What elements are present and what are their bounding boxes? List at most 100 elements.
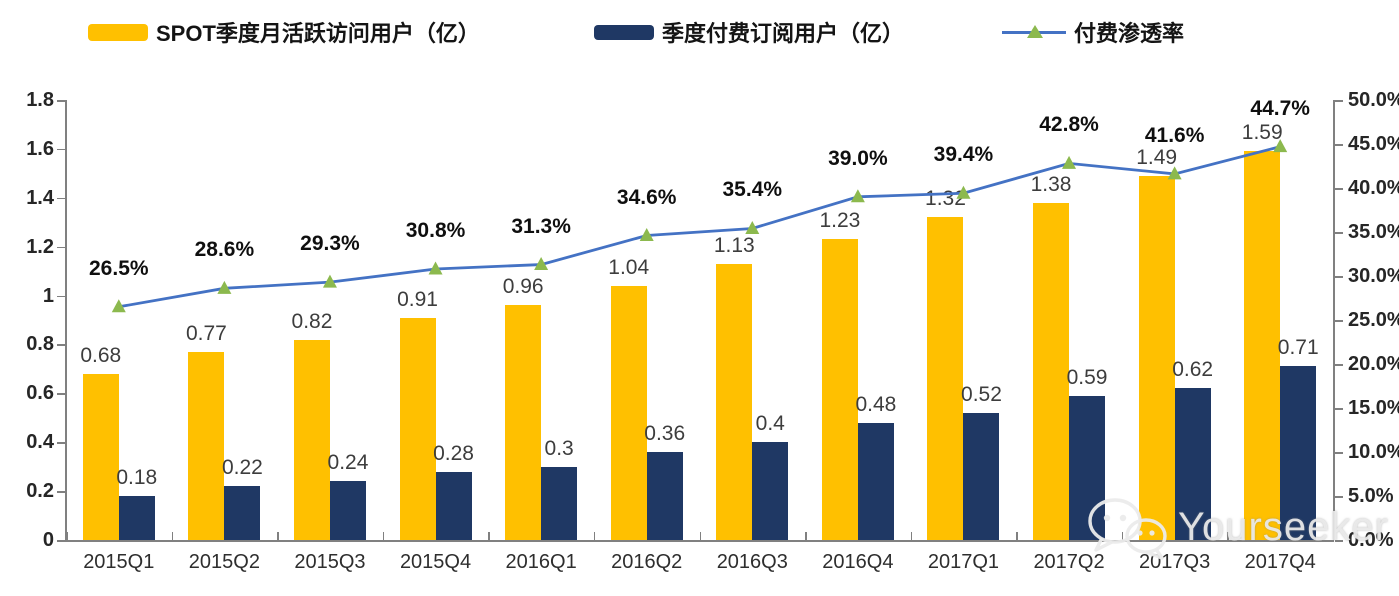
left-axis-tick-label: 1.6 xyxy=(26,137,54,160)
subscribers-legend-label: 季度付费订阅用户（亿） xyxy=(662,21,905,46)
subscribers-bar-label: 0.24 xyxy=(327,451,369,475)
subscribers-bar xyxy=(857,422,894,540)
right-axis-tick-label: 25.0% xyxy=(1348,309,1399,331)
left-axis-tick-label: 0.8 xyxy=(26,333,54,356)
penetration-point-label: 39.0% xyxy=(828,146,888,170)
left-axis-tick-label: 0 xyxy=(42,529,54,551)
right-axis-tick xyxy=(1334,144,1343,146)
subscribers-bar xyxy=(435,471,472,540)
penetration-point-label: 26.5% xyxy=(89,256,149,280)
x-axis-tick xyxy=(910,532,913,540)
subscribers-bar-label: 0.52 xyxy=(961,382,1002,406)
x-axis-tick xyxy=(277,532,279,540)
right-axis-tick-label: 45.0% xyxy=(1348,133,1399,155)
mau-bar-label: 1.04 xyxy=(608,255,650,279)
penetration-point-label: 35.4% xyxy=(722,178,783,202)
left-axis-tick xyxy=(57,197,65,200)
penetration-marker-icon xyxy=(217,280,232,294)
mau-bar-label: 0.96 xyxy=(502,275,544,299)
subscribers-bar-label: 0.71 xyxy=(1277,336,1319,360)
penetration-marker-icon xyxy=(534,257,549,271)
subscribers-bar xyxy=(1174,388,1211,540)
subscribers-bar-label: 0.22 xyxy=(221,456,263,480)
mau-bar xyxy=(505,305,542,540)
right-axis-tick-label: 20.0% xyxy=(1348,353,1399,375)
left-axis-tick-label: 0.4 xyxy=(26,431,54,454)
penetration-point-label: 41.6% xyxy=(1144,123,1205,147)
left-axis-tick-label: 1.8 xyxy=(26,89,54,111)
penetration-marker-icon xyxy=(639,228,654,242)
subscribers-legend-swatch xyxy=(594,24,654,40)
x-axis-tick xyxy=(171,532,174,540)
mau-bar-label: 0.82 xyxy=(291,309,333,333)
mau-bar xyxy=(82,373,119,540)
x-axis-label: 2017Q2 xyxy=(1033,551,1105,573)
left-axis-tick-label: 1.4 xyxy=(26,186,54,209)
right-axis-tick-label: 0.0% xyxy=(1348,529,1394,551)
left-axis-tick xyxy=(57,295,65,298)
x-axis-label: 2016Q2 xyxy=(611,551,683,573)
legend-item-mau: SPOT季度月活跃访问用户（亿） xyxy=(88,16,480,48)
x-axis-tick xyxy=(593,532,596,540)
subscribers-bar xyxy=(1280,366,1317,540)
right-axis-tick-label: 35.0% xyxy=(1348,221,1399,243)
left-axis-tick xyxy=(57,100,65,102)
mau-bar-label: 1.23 xyxy=(819,209,861,233)
x-axis-label: 2016Q4 xyxy=(822,551,894,573)
mau-bar-label: 1.13 xyxy=(713,233,755,257)
wechat-chat-bubbles-icon xyxy=(1088,498,1167,560)
left-axis-tick-label: 0.6 xyxy=(26,382,54,405)
mau-bar xyxy=(293,339,330,540)
left-axis-tick-label: 1.2 xyxy=(26,235,54,258)
subscribers-bar xyxy=(329,481,366,540)
x-axis-label: 2015Q3 xyxy=(294,551,366,573)
legend-item-penetration: 付费渗透率 xyxy=(1002,16,1184,48)
mau-bar xyxy=(188,351,225,540)
mau-bar xyxy=(610,285,647,540)
watermark-text: Yourseeker xyxy=(1178,505,1389,549)
x-axis-tick xyxy=(382,532,385,540)
left-axis-tick xyxy=(57,148,65,151)
mau-legend-swatch xyxy=(88,23,148,41)
mau-bar-label: 0.91 xyxy=(397,287,438,311)
penetration-legend-marker-icon xyxy=(1002,23,1066,41)
subscribers-bar xyxy=(1069,395,1106,540)
right-axis-tick xyxy=(1334,364,1343,366)
right-axis-tick xyxy=(1334,100,1343,102)
watermark: Yourseeker xyxy=(1082,494,1389,560)
x-axis-tick xyxy=(1121,532,1124,540)
penetration-point-label: 34.6% xyxy=(616,185,677,209)
mau-legend-label: SPOT季度月活跃访问用户（亿） xyxy=(156,21,480,46)
subscribers-bar xyxy=(224,486,261,540)
x-axis-tick xyxy=(66,532,68,540)
subscribers-bar xyxy=(963,412,1000,540)
penetration-point-label: 31.3% xyxy=(511,214,571,238)
penetration-point-label: 42.8% xyxy=(1039,113,1099,137)
right-axis-tick xyxy=(1334,540,1343,542)
penetration-point-label: 29.3% xyxy=(300,232,360,256)
subscribers-bar xyxy=(118,496,155,540)
mau-bar xyxy=(821,239,858,540)
mau-bar xyxy=(927,217,964,540)
subscribers-bar xyxy=(646,452,683,540)
penetration-point-label: 39.4% xyxy=(933,143,994,167)
mau-bar-label: 1.32 xyxy=(925,187,966,211)
subscribers-bar-label: 0.48 xyxy=(855,392,897,416)
legend-item-subscribers: 季度付费订阅用户（亿） xyxy=(594,16,904,48)
subscribers-bar-label: 0.59 xyxy=(1066,365,1108,389)
penetration-marker-icon xyxy=(428,261,443,275)
bottom-axis-line xyxy=(65,540,1334,542)
right-axis-tick xyxy=(1334,188,1343,190)
left-axis-tick xyxy=(57,393,65,395)
subscribers-bar xyxy=(541,466,578,540)
left-axis-tick xyxy=(57,442,65,444)
subscribers-bar-label: 0.4 xyxy=(755,412,785,436)
mau-bar xyxy=(399,317,436,540)
x-axis-tick xyxy=(699,532,701,540)
right-axis-line xyxy=(1333,100,1335,540)
x-axis-label: 2017Q4 xyxy=(1244,551,1316,573)
right-axis-tick xyxy=(1334,232,1343,234)
mau-bar-label: 0.77 xyxy=(185,321,227,345)
mau-bar-label: 1.38 xyxy=(1030,172,1072,196)
